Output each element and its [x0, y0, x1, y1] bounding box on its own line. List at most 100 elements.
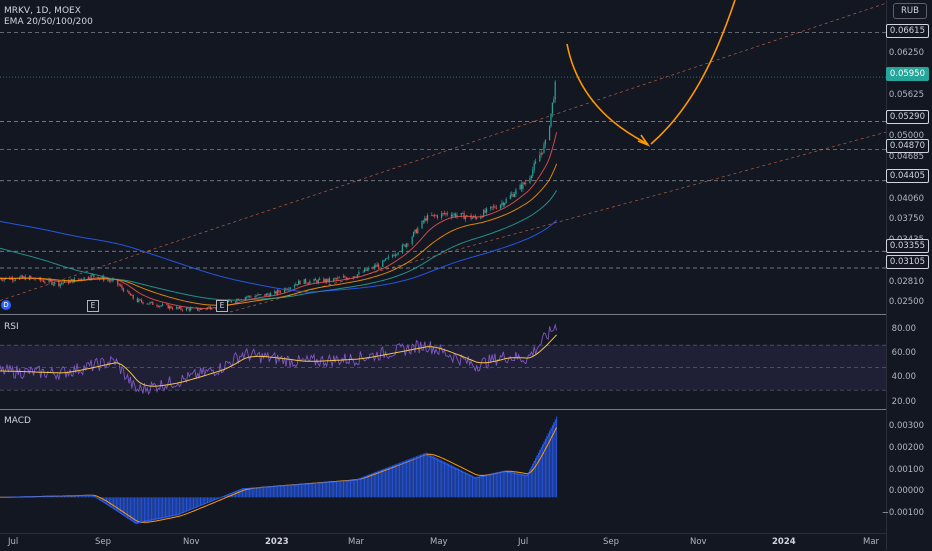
time-label: 2024 [772, 537, 796, 547]
earnings-marker[interactable]: E [216, 300, 228, 312]
candle-body [303, 279, 305, 285]
macd-bar [167, 497, 169, 518]
time-label: Jul [8, 537, 19, 547]
candle-body [20, 275, 22, 278]
macd-bar [345, 480, 347, 498]
candle-body [366, 269, 368, 271]
candle-body [298, 280, 300, 285]
price-level-tag[interactable]: 0.04870 [885, 139, 929, 153]
macd-bar [68, 495, 70, 498]
macd-bar [115, 497, 117, 512]
macd-bar [164, 497, 166, 518]
macd-bar [270, 486, 272, 498]
macd-bar [285, 484, 287, 498]
macd-tick: 0.00200 [888, 443, 924, 453]
macd-bar [215, 497, 217, 500]
macd-bar [214, 497, 216, 501]
macd-bar [228, 494, 230, 498]
macd-bar [127, 497, 129, 519]
candle-body [295, 284, 297, 286]
candle-body [276, 290, 279, 294]
macd-bar [170, 497, 172, 517]
candle-body [181, 309, 183, 311]
chart-canvas[interactable] [0, 0, 886, 550]
candle-body [107, 279, 109, 281]
macd-bar [132, 497, 134, 523]
candle-body [83, 277, 85, 280]
macd-bar [237, 490, 239, 498]
macd-bar [278, 485, 280, 498]
price-level-tag[interactable]: 0.03105 [885, 255, 929, 269]
macd-bar [443, 461, 445, 498]
macd-bar [162, 497, 164, 519]
current-price-tag[interactable]: 0.05950 [885, 67, 929, 81]
candle-body [51, 281, 53, 285]
macd-bar [532, 463, 534, 498]
macd-bar [435, 457, 437, 498]
macd-bar [393, 464, 395, 498]
macd-tick: 0.00000 [888, 486, 924, 496]
macd-bar [78, 495, 80, 498]
macd-bar [464, 472, 466, 498]
currency-button[interactable]: RUB [893, 3, 927, 19]
macd-bar [166, 497, 168, 518]
macd-bar [350, 479, 351, 498]
macd-bar [425, 452, 427, 498]
ema-100-line [0, 190, 558, 301]
indicator-legend[interactable]: EMA 20/50/100/200 [4, 17, 93, 27]
macd-bar [134, 497, 136, 524]
candle-body [122, 288, 124, 292]
price-level-tag[interactable]: 0.05290 [885, 110, 929, 124]
candle-body [126, 290, 129, 292]
candle-body [504, 202, 506, 206]
candle-body [44, 282, 46, 283]
rsi-title[interactable]: RSI [4, 322, 19, 332]
macd-bar [540, 447, 542, 498]
macd-bar [550, 427, 552, 498]
dividend-marker[interactable]: D [1, 300, 11, 310]
macd-bar [85, 495, 87, 498]
macd-bar [206, 497, 208, 503]
macd-bar [543, 441, 545, 498]
macd-bar [99, 497, 101, 500]
price-level-tag[interactable]: 0.04405 [885, 169, 929, 183]
macd-bar [518, 473, 520, 498]
macd-bar [208, 497, 210, 503]
candle-body [375, 265, 377, 267]
macd-bar [226, 494, 228, 498]
price-tick: 0.02500 [888, 297, 924, 307]
price-axis[interactable] [886, 0, 932, 550]
macd-bar [92, 495, 94, 498]
candle-body [432, 214, 434, 216]
candle-body [323, 278, 325, 283]
macd-title[interactable]: MACD [4, 416, 31, 426]
candle-body [554, 81, 556, 100]
candle-body [383, 260, 385, 262]
candle-body [279, 291, 281, 293]
candle-body [185, 307, 188, 311]
candle-body [326, 279, 328, 282]
candle-body [352, 276, 354, 279]
price-tick: 0.06250 [888, 48, 924, 58]
macd-bar [256, 487, 258, 498]
candle-body [293, 285, 296, 288]
price-level-tag[interactable]: 0.06615 [885, 24, 929, 38]
candle-body [110, 280, 112, 282]
time-axis[interactable] [0, 533, 886, 551]
price-tick: 0.03750 [888, 214, 924, 224]
symbol-legend[interactable]: MRKV, 1D, MOEX [4, 6, 81, 16]
macd-bar [59, 495, 61, 498]
earnings-marker[interactable]: E [87, 300, 99, 312]
candle-body [456, 215, 458, 217]
price-level-tag[interactable]: 0.03355 [885, 239, 929, 253]
macd-bar [539, 449, 541, 498]
candle-body [434, 214, 436, 216]
macd-bar [142, 497, 144, 523]
macd-bar [100, 497, 102, 501]
macd-bar [249, 487, 251, 498]
macd-bar [143, 497, 145, 523]
macd-bar [73, 495, 75, 498]
candle-body [494, 206, 496, 208]
macd-tick: 0.00100 [888, 465, 924, 475]
candle-body [309, 281, 311, 284]
